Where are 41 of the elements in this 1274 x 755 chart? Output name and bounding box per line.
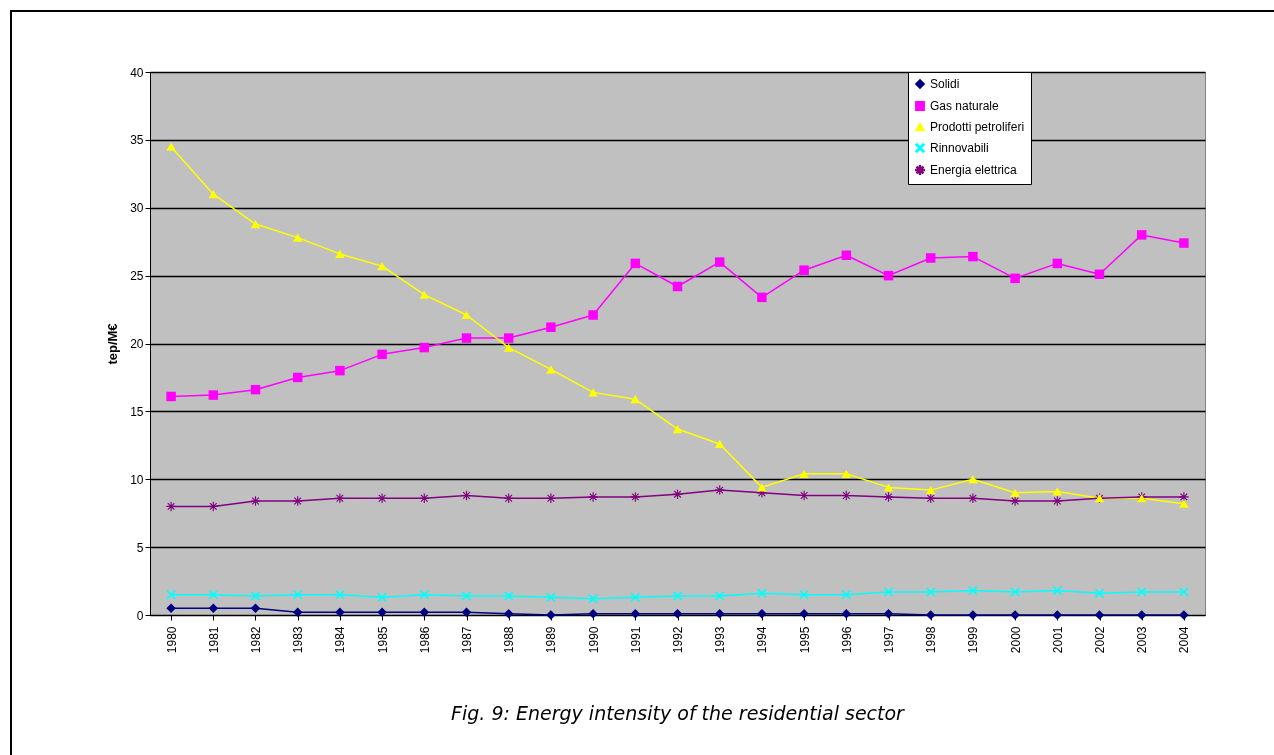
- x-tick-label: 2004: [1177, 626, 1192, 654]
- y-tick-label: 30: [130, 201, 144, 216]
- x-tick-label: 2002: [1093, 626, 1107, 654]
- y-axis-title: tep/M€: [105, 323, 121, 365]
- legend-label: Rinnovabili: [930, 141, 989, 155]
- x-tick-label: 1981: [206, 626, 221, 654]
- legend-label: Solidi: [930, 77, 960, 91]
- y-tick-label: 20: [130, 337, 144, 351]
- x-tick-label: 2003: [1135, 626, 1150, 654]
- y-tick-label: 40: [130, 65, 144, 80]
- x-tick-label: 2001: [1050, 626, 1065, 654]
- y-tick-label: 5: [136, 540, 144, 555]
- x-tick-label: 1999: [966, 626, 981, 654]
- x-tick-label: 1990: [586, 626, 601, 654]
- x-tick-label: 1985: [375, 626, 390, 654]
- x-tick-label: 2000: [1008, 626, 1023, 654]
- x-tick-label: 1994: [755, 626, 770, 654]
- y-tick-label: 35: [130, 133, 144, 148]
- x-tick-label: 1987: [460, 626, 474, 654]
- x-tick-label: 1986: [417, 626, 432, 654]
- y-tick-label: 0: [136, 608, 144, 623]
- legend-label: Prodotti petroliferi: [930, 120, 1025, 134]
- x-tick-label: 1991: [628, 626, 643, 654]
- x-tick-label: 1982: [249, 626, 263, 654]
- x-tick-label: 1984: [333, 626, 348, 654]
- legend-label: Energia elettrica: [930, 163, 1018, 177]
- x-tick-label: 1993: [713, 626, 728, 654]
- x-tick-label: 1989: [544, 626, 559, 654]
- y-tick-label: 10: [130, 472, 144, 487]
- x-tick-label: 1980: [164, 626, 179, 654]
- x-tick-label: 1996: [839, 626, 854, 654]
- caption: Fig. 9: Energy intensity of the residential sector: [451, 701, 906, 724]
- x-tick-label: 1995: [797, 626, 812, 654]
- x-tick-label: 1998: [924, 626, 939, 654]
- x-tick-label: 1983: [291, 626, 306, 654]
- x-tick-label: 1988: [502, 626, 517, 654]
- y-tick-label: 25: [130, 269, 144, 284]
- x-tick-label: 1997: [882, 626, 896, 654]
- y-tick-label: 15: [130, 404, 144, 419]
- legend-label: Gas naturale: [930, 99, 1000, 113]
- x-tick-label: 1992: [671, 626, 685, 654]
